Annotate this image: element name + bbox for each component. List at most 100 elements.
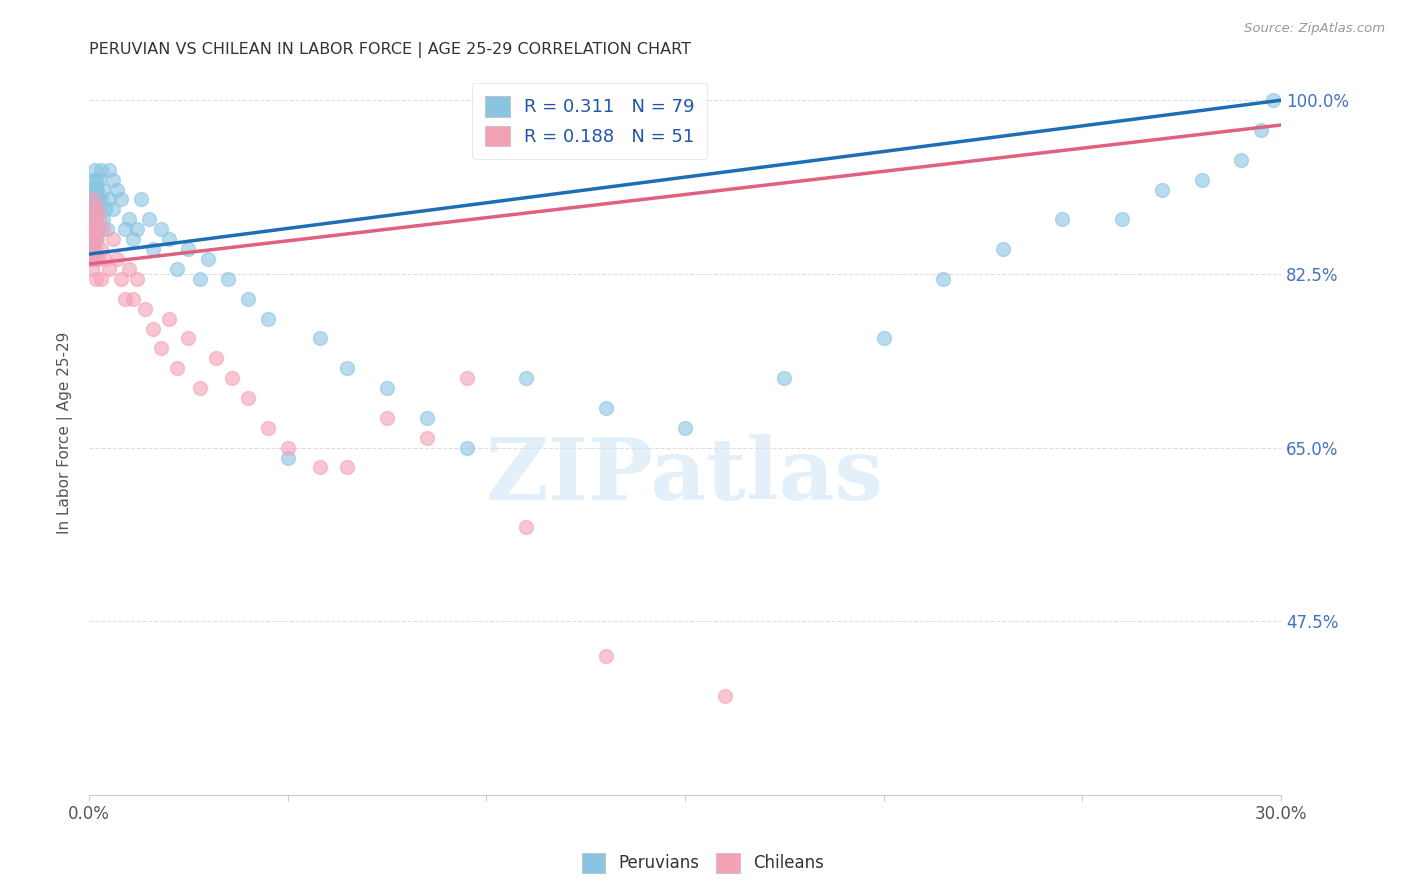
Point — [80, 242, 103, 256]
Point — [308, 331, 330, 345]
Point — [110, 272, 132, 286]
Point — [142, 321, 165, 335]
Point — [84, 202, 107, 217]
Point — [82, 222, 104, 236]
Point — [87, 252, 110, 266]
Point — [336, 361, 359, 376]
Point — [673, 421, 696, 435]
Point — [82, 232, 104, 246]
Point — [149, 342, 172, 356]
Point — [1191, 172, 1213, 186]
Point — [105, 252, 128, 266]
Text: Source: ZipAtlas.com: Source: ZipAtlas.com — [1244, 22, 1385, 36]
Point — [82, 202, 104, 217]
Point — [190, 272, 212, 286]
Point — [83, 182, 105, 196]
Point — [157, 311, 180, 326]
Point — [515, 371, 537, 385]
Point — [375, 381, 398, 395]
Point — [190, 381, 212, 395]
Point — [456, 441, 478, 455]
Point — [83, 212, 105, 227]
Point — [87, 172, 110, 186]
Point — [515, 520, 537, 534]
Point — [713, 689, 735, 703]
Point — [84, 272, 107, 286]
Point — [101, 172, 124, 186]
Point — [595, 649, 617, 664]
Point — [177, 331, 200, 345]
Point — [991, 242, 1014, 256]
Point — [83, 172, 105, 186]
Point — [84, 162, 107, 177]
Point — [277, 441, 299, 455]
Point — [221, 371, 243, 385]
Point — [125, 222, 148, 236]
Point — [82, 252, 104, 266]
Point — [83, 202, 105, 217]
Point — [80, 232, 103, 246]
Point — [98, 262, 121, 277]
Point — [157, 232, 180, 246]
Point — [873, 331, 896, 345]
Point — [86, 182, 108, 196]
Point — [87, 202, 110, 217]
Point — [166, 361, 188, 376]
Point — [84, 242, 107, 256]
Point — [90, 193, 112, 207]
Point — [118, 212, 141, 227]
Point — [375, 410, 398, 425]
Point — [84, 232, 107, 246]
Point — [142, 242, 165, 256]
Point — [84, 252, 107, 266]
Point — [94, 202, 117, 217]
Point — [129, 193, 152, 207]
Point — [595, 401, 617, 415]
Point — [91, 212, 114, 227]
Point — [205, 351, 228, 366]
Point — [82, 232, 104, 246]
Point — [277, 450, 299, 465]
Point — [83, 193, 105, 207]
Point — [82, 252, 104, 266]
Point — [84, 172, 107, 186]
Point — [83, 212, 105, 227]
Point — [90, 272, 112, 286]
Point — [96, 222, 118, 236]
Point — [84, 212, 107, 227]
Point — [336, 460, 359, 475]
Point — [91, 182, 114, 196]
Point — [118, 262, 141, 277]
Point — [125, 272, 148, 286]
Point — [217, 272, 239, 286]
Point — [932, 272, 955, 286]
Point — [84, 182, 107, 196]
Point — [82, 182, 104, 196]
Point — [87, 222, 110, 236]
Point — [1261, 93, 1284, 107]
Point — [114, 222, 136, 236]
Point — [80, 222, 103, 236]
Point — [773, 371, 796, 385]
Point — [90, 242, 112, 256]
Point — [1230, 153, 1253, 167]
Point — [82, 212, 104, 227]
Point — [1250, 123, 1272, 137]
Point — [83, 232, 105, 246]
Point — [134, 301, 156, 316]
Point — [86, 202, 108, 217]
Point — [114, 292, 136, 306]
Point — [1111, 212, 1133, 227]
Point — [257, 421, 280, 435]
Point — [86, 232, 108, 246]
Point — [98, 193, 121, 207]
Point — [84, 222, 107, 236]
Point — [80, 212, 103, 227]
Point — [101, 232, 124, 246]
Point — [138, 212, 160, 227]
Point — [87, 212, 110, 227]
Point — [80, 242, 103, 256]
Point — [98, 162, 121, 177]
Point — [82, 262, 104, 277]
Point — [84, 193, 107, 207]
